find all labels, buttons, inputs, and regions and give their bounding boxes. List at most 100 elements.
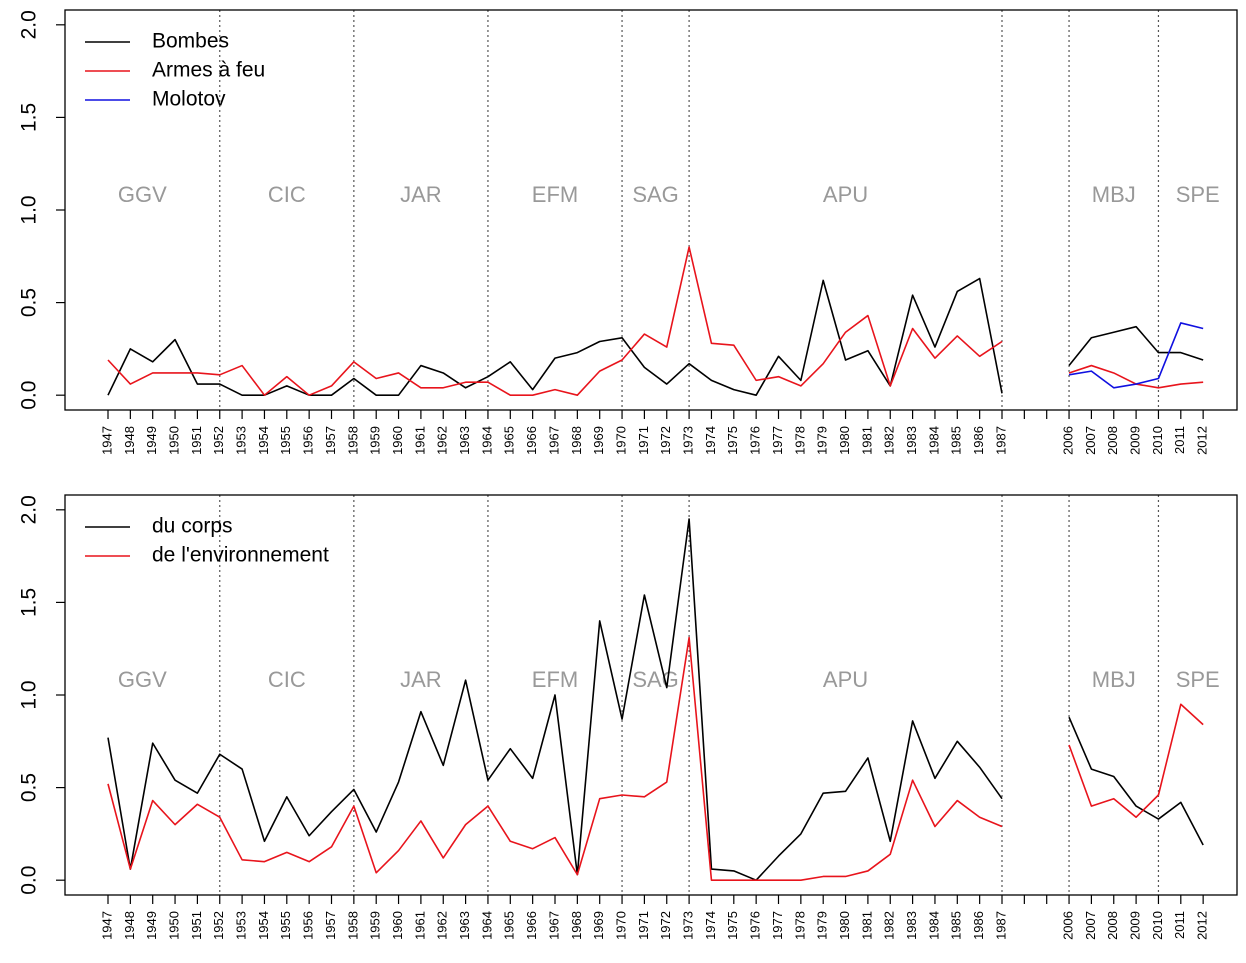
x-tick-label: 1980 (837, 426, 852, 455)
x-tick-label: 1948 (122, 426, 137, 455)
x-tick-label: 1987 (993, 426, 1008, 455)
period-label: EFM (532, 667, 578, 692)
x-tick-label: 1973 (681, 426, 696, 455)
x-tick-label: 1963 (457, 426, 472, 455)
x-tick-label: 2012 (1195, 911, 1210, 940)
x-tick-label: 1947 (99, 911, 114, 940)
x-tick-label: 1963 (457, 911, 472, 940)
x-tick-label: 2011 (1172, 426, 1187, 454)
x-tick-label: 1954 (256, 911, 271, 940)
period-label: APU (823, 182, 868, 207)
x-tick-label: 1969 (591, 426, 606, 455)
x-tick-label: 1967 (546, 911, 561, 940)
x-tick-label: 1959 (368, 426, 383, 455)
x-tick-label: 1956 (301, 911, 316, 940)
x-tick-label: 1986 (971, 426, 986, 455)
x-tick-label: 1951 (189, 911, 204, 940)
x-tick-label: 1967 (546, 426, 561, 455)
x-tick-label: 1981 (859, 911, 874, 940)
x-tick-label: 1949 (144, 426, 159, 455)
x-tick-label: 1950 (166, 426, 181, 455)
x-tick-label: 1965 (502, 426, 517, 455)
x-tick-label: 1975 (725, 911, 740, 940)
x-tick-label: 1973 (681, 911, 696, 940)
x-tick-label: 1971 (636, 911, 651, 940)
x-tick-label: 1960 (390, 426, 405, 455)
period-label: EFM (532, 182, 578, 207)
y-tick-label: 1.0 (18, 195, 41, 224)
y-tick-label: 0.0 (18, 866, 41, 895)
y-tick-label: 0.5 (18, 773, 41, 802)
x-tick-label: 1976 (748, 426, 763, 455)
x-tick-label: 2006 (1060, 911, 1075, 940)
y-tick-label: 0.5 (18, 288, 41, 317)
x-tick-label: 1947 (99, 426, 114, 455)
x-tick-label: 1950 (166, 911, 181, 940)
x-tick-label: 1972 (658, 426, 673, 455)
x-tick-label: 1958 (345, 426, 360, 455)
period-label: SAG (632, 182, 678, 207)
period-label: APU (823, 667, 868, 692)
x-tick-label: 1961 (412, 911, 427, 940)
series-line (1068, 322, 1204, 389)
x-tick-label: 1958 (345, 911, 360, 940)
series-line (107, 277, 1204, 396)
period-label: CIC (268, 182, 306, 207)
period-label: SPE (1176, 667, 1220, 692)
x-tick-label: 1962 (435, 911, 450, 940)
period-label: MBJ (1092, 667, 1136, 692)
x-tick-label: 2007 (1083, 911, 1098, 940)
x-tick-label: 1968 (569, 911, 584, 940)
x-tick-label: 1969 (591, 911, 606, 940)
period-label: GGV (118, 182, 167, 207)
x-tick-label: 1974 (703, 426, 718, 455)
x-tick-label: 1978 (792, 426, 807, 455)
x-tick-label: 1979 (815, 426, 830, 455)
y-tick-label: 2.0 (18, 10, 41, 39)
x-tick-label: 1983 (904, 911, 919, 940)
x-tick-label: 1984 (926, 426, 941, 455)
x-tick-label: 1976 (748, 911, 763, 940)
legend-label: Bombes (152, 30, 229, 53)
x-tick-label: 1982 (882, 426, 897, 455)
period-label: JAR (400, 182, 442, 207)
x-tick-label: 1984 (926, 911, 941, 940)
plot-frame (64, 494, 1238, 896)
y-tick-label: 1.5 (18, 103, 41, 132)
x-tick-label: 1961 (412, 426, 427, 455)
x-tick-label: 2010 (1150, 911, 1165, 940)
period-label: GGV (118, 667, 167, 692)
legend-label: de l'environnement (152, 544, 329, 567)
x-tick-label: 2011 (1172, 911, 1187, 939)
x-tick-label: 2006 (1060, 426, 1075, 455)
x-tick-label: 2008 (1105, 911, 1120, 940)
x-tick-label: 1953 (234, 426, 249, 455)
plot-frame (64, 9, 1238, 411)
x-tick-label: 1962 (435, 426, 450, 455)
x-tick-label: 1966 (524, 426, 539, 455)
x-tick-label: 1978 (792, 911, 807, 940)
x-tick-label: 2008 (1105, 426, 1120, 455)
x-tick-label: 1959 (368, 911, 383, 940)
x-tick-label: 1948 (122, 911, 137, 940)
x-tick-label: 2012 (1195, 426, 1210, 455)
x-tick-label: 1952 (211, 426, 226, 455)
series-line (107, 246, 1204, 396)
x-tick-label: 1968 (569, 426, 584, 455)
x-tick-label: 1960 (390, 911, 405, 940)
x-tick-label: 1964 (479, 911, 494, 940)
x-tick-label: 2009 (1128, 426, 1143, 455)
period-label: CIC (268, 667, 306, 692)
period-label: JAR (400, 667, 442, 692)
x-tick-label: 1952 (211, 911, 226, 940)
x-tick-label: 1956 (301, 426, 316, 455)
x-tick-label: 1985 (949, 911, 964, 940)
x-tick-label: 1957 (323, 426, 338, 455)
x-tick-label: 1970 (613, 426, 628, 455)
x-tick-label: 1966 (524, 911, 539, 940)
x-tick-label: 1983 (904, 426, 919, 455)
x-tick-label: 1971 (636, 426, 651, 455)
x-tick-label: 1980 (837, 911, 852, 940)
legend-label: Armes à feu (152, 59, 265, 82)
